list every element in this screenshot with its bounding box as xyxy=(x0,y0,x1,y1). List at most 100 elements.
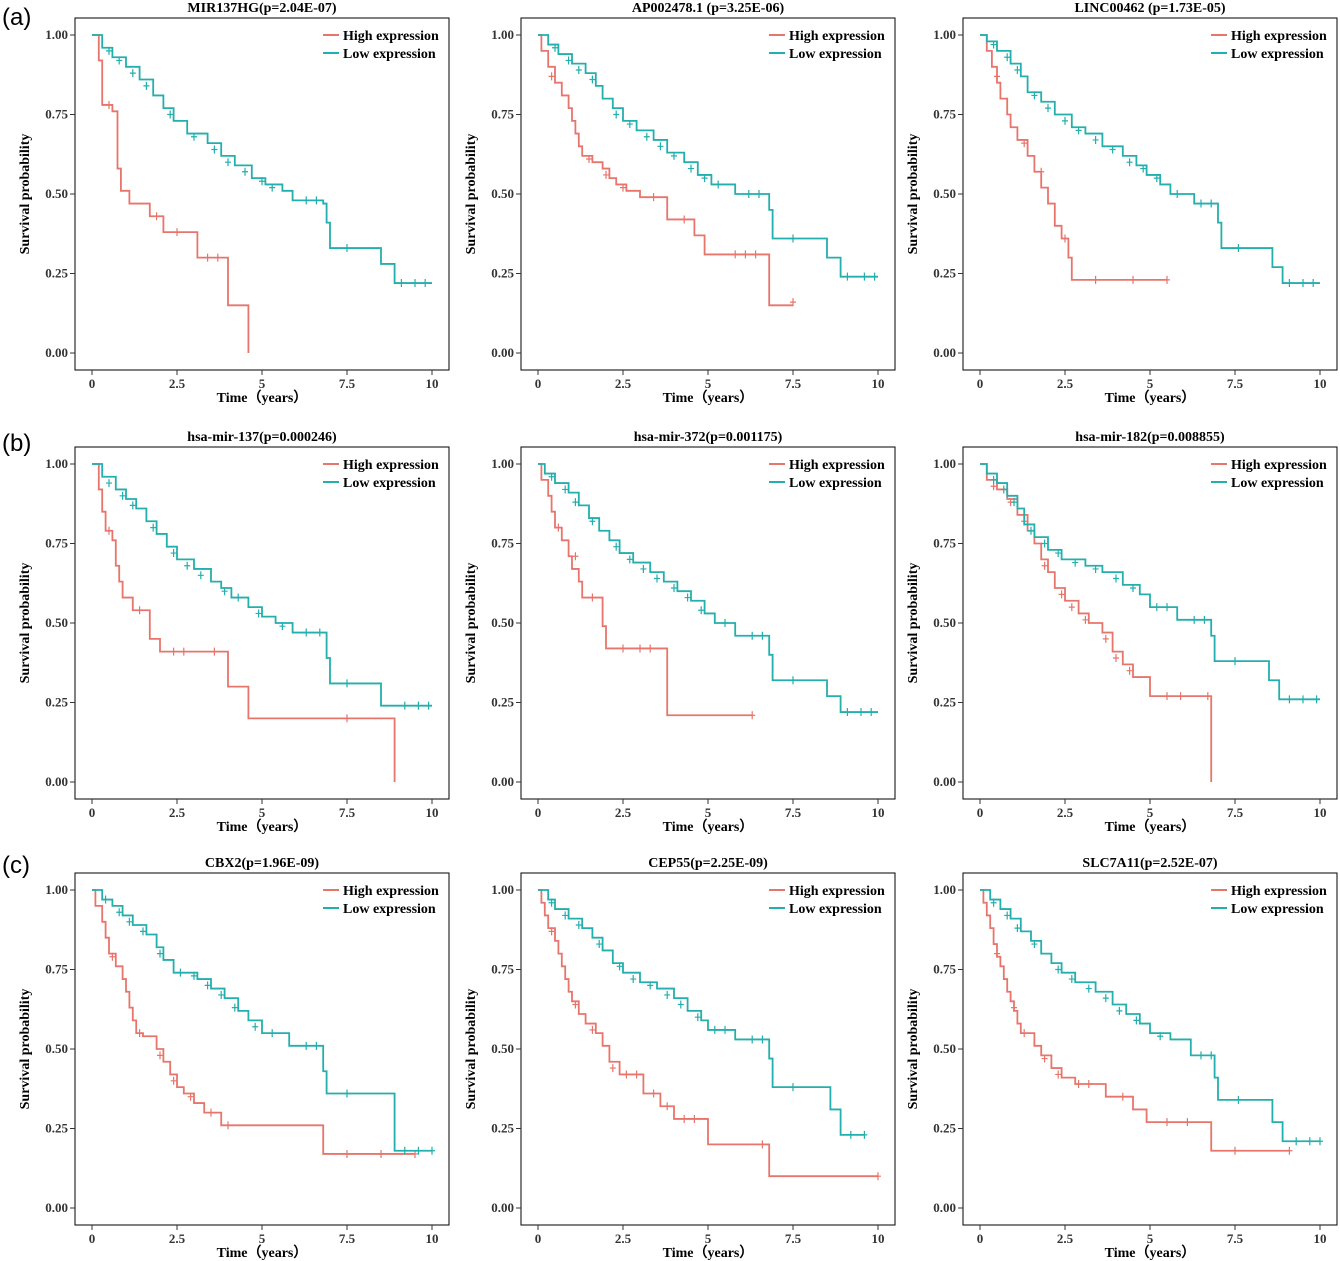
censor-mark xyxy=(749,631,756,640)
censor-mark xyxy=(790,234,796,243)
censor-mark xyxy=(575,920,582,929)
censor-mark xyxy=(303,628,310,637)
censor-mark xyxy=(1021,1029,1028,1038)
censor-mark xyxy=(191,971,197,980)
censor-mark xyxy=(749,1035,756,1044)
x-tick-label: 10 xyxy=(426,1231,439,1246)
censor-mark xyxy=(415,701,422,710)
censor-mark xyxy=(1075,126,1082,135)
plot-frame xyxy=(74,17,450,371)
censor-mark xyxy=(1184,1118,1191,1127)
high-expression-curve xyxy=(92,34,250,353)
censor-mark xyxy=(572,552,579,561)
censor-mark xyxy=(1293,1137,1300,1146)
y-tick-label: 0.50 xyxy=(491,615,514,630)
x-tick-label: 2.5 xyxy=(615,376,632,391)
censor-mark xyxy=(650,1089,657,1098)
censor-mark xyxy=(136,1029,143,1038)
censor-mark xyxy=(1300,695,1306,704)
censor-mark xyxy=(429,1146,435,1155)
censor-mark xyxy=(1174,190,1181,198)
censor-mark xyxy=(412,279,418,288)
censor-mark xyxy=(871,272,878,281)
censor-mark xyxy=(167,110,174,119)
censor-mark xyxy=(596,940,603,949)
censor-mark xyxy=(1198,199,1204,208)
x-axis-title: Time（years） xyxy=(217,1245,308,1261)
censor-mark xyxy=(681,1114,688,1123)
censor-mark xyxy=(1130,584,1136,593)
censor-mark xyxy=(214,253,221,262)
x-tick-label: 5 xyxy=(259,376,266,391)
censor-mark xyxy=(637,644,643,653)
censor-mark xyxy=(174,228,180,237)
censor-mark xyxy=(1286,1146,1293,1155)
censor-mark xyxy=(1068,603,1075,612)
censor-mark xyxy=(211,647,218,656)
legend-label: Low expression xyxy=(789,47,882,62)
x-axis-title: Time（years） xyxy=(663,390,754,406)
censor-mark xyxy=(844,272,851,281)
y-tick-label: 0.25 xyxy=(491,1121,514,1136)
censor-mark xyxy=(269,183,276,192)
survival-panel: SLC7A11(p=2.52E-07) 0.00 0.25 0.50 0.75 1.00 0… xyxy=(906,856,1338,1261)
plot-frame xyxy=(74,872,450,1226)
x-tick-label: 5 xyxy=(705,376,712,391)
x-tick-label: 5 xyxy=(1147,1231,1154,1246)
plot-frame xyxy=(962,17,1338,371)
censor-mark xyxy=(1082,615,1089,624)
y-tick-label: 0.75 xyxy=(45,962,68,977)
censor-mark xyxy=(344,679,350,688)
censor-mark xyxy=(1072,558,1079,567)
censor-mark xyxy=(150,523,157,532)
censor-mark xyxy=(157,1051,163,1060)
y-tick-label: 0.00 xyxy=(933,774,956,789)
censor-mark xyxy=(664,1102,671,1111)
y-axis-title: Survival probability xyxy=(18,134,33,255)
censor-mark xyxy=(1092,135,1099,144)
censor-mark xyxy=(626,555,633,564)
survival-panel: MIR137HG(p=2.04E-07) 0.00 0.25 0.50 0.75 1.00… xyxy=(18,1,450,406)
x-axis-title: Time（years） xyxy=(1105,1245,1196,1261)
legend-label: High expression xyxy=(789,458,885,473)
censor-mark xyxy=(548,927,555,936)
x-tick-label: 10 xyxy=(426,376,439,391)
censor-mark xyxy=(401,1146,408,1155)
survival-panel: AP002478.1 (p=3.25E-06) 0.00 0.25 0.50 0.75 1… xyxy=(464,1,896,406)
censor-mark xyxy=(170,647,177,656)
y-tick-label: 0.75 xyxy=(491,962,514,977)
x-tick-label: 2.5 xyxy=(169,376,186,391)
plot-frame xyxy=(520,872,896,1226)
censor-mark xyxy=(184,561,191,570)
censor-mark xyxy=(1041,539,1048,548)
panel-title: SLC7A11(p=2.52E-07) xyxy=(1082,856,1217,871)
censor-mark xyxy=(749,711,756,720)
x-tick-label: 2.5 xyxy=(169,805,186,820)
censor-mark xyxy=(1191,615,1198,624)
censor-mark xyxy=(1153,174,1160,183)
censor-mark xyxy=(623,1070,630,1079)
y-tick-label: 0.50 xyxy=(491,186,514,201)
censor-mark xyxy=(711,1025,718,1034)
censor-mark xyxy=(1041,561,1048,570)
censor-mark xyxy=(187,1092,194,1101)
y-axis-title: Survival probability xyxy=(464,134,479,255)
y-tick-label: 0.50 xyxy=(45,186,68,201)
plot-frame xyxy=(520,446,896,800)
censor-mark xyxy=(609,1064,616,1073)
x-axis-title: Time（years） xyxy=(1105,819,1196,835)
censor-mark xyxy=(398,279,405,288)
censor-mark xyxy=(647,981,654,990)
censor-mark xyxy=(422,279,429,288)
censor-mark xyxy=(875,1172,881,1181)
censor-mark xyxy=(1300,279,1306,288)
censor-mark xyxy=(681,215,688,224)
x-tick-label: 7.5 xyxy=(1227,805,1244,820)
censor-mark xyxy=(1085,1079,1092,1088)
x-tick-label: 2.5 xyxy=(1057,805,1074,820)
censor-mark xyxy=(722,619,728,627)
y-tick-label: 1.00 xyxy=(45,456,68,471)
censor-mark xyxy=(1232,1146,1238,1155)
legend-label: High expression xyxy=(789,884,885,899)
low-expression-curve xyxy=(980,889,1320,1143)
